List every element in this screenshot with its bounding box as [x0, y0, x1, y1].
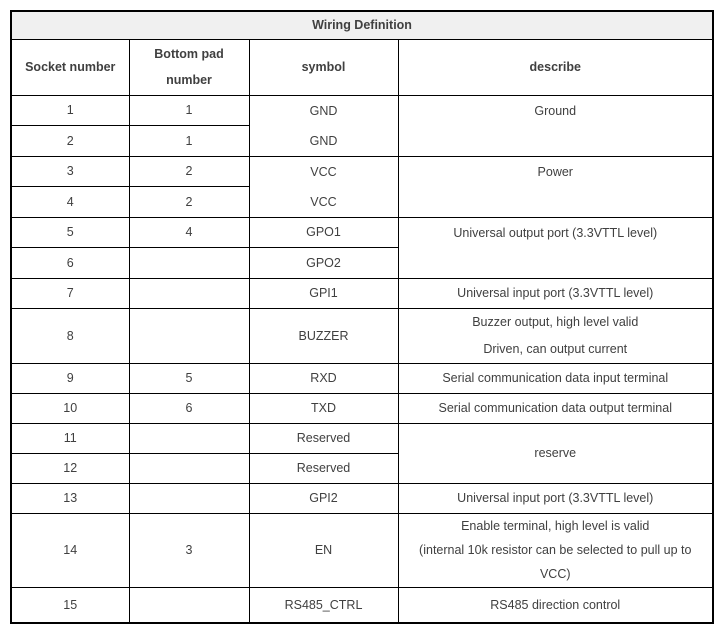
socket-cell: 10 [10, 392, 130, 424]
table-row: 7 GPI1 Universal input port (3.3VTTL lev… [10, 277, 714, 309]
title-row: Wiring Definition [10, 10, 714, 40]
table-row: 8 BUZZER Buzzer output, high level valid… [10, 307, 714, 364]
symbol-line: GND [309, 103, 338, 118]
describe-line: Enable terminal, high level is valid [461, 519, 650, 533]
socket-cell: 7 [10, 277, 130, 309]
socket-cell: 4 [10, 186, 130, 218]
socket-cell: 11 [10, 422, 130, 454]
socket-cell: 6 [10, 247, 130, 279]
pad-cell [128, 277, 250, 309]
socket-cell: 5 [10, 216, 130, 248]
wiring-definition-table: Wiring Definition Socket number Bottom p… [10, 10, 714, 624]
symbol-cell: Reserved [248, 452, 399, 484]
socket-cell: 8 [10, 307, 130, 364]
table-title: Wiring Definition [10, 10, 714, 40]
symbol-cell: RXD [248, 362, 399, 394]
describe-cell: Universal input port (3.3VTTL level) [397, 482, 714, 514]
pad-cell: 5 [128, 362, 250, 394]
socket-cell: 3 [10, 155, 130, 187]
describe-line [399, 248, 712, 278]
table-row: 3 2 VCC VCC Power [10, 155, 714, 218]
symbol-cell: GPI2 [248, 482, 399, 514]
header-describe: describe [397, 38, 714, 96]
symbol-cell: TXD [248, 392, 399, 424]
describe-cell: Serial communication data output termina… [397, 392, 714, 424]
symbol-line: GND [309, 133, 338, 148]
header-socket-number: Socket number [10, 38, 130, 96]
table-row: 15 RS485_CTRL RS485 direction control [10, 586, 714, 624]
socket-cell: 9 [10, 362, 130, 394]
pad-cell [128, 247, 250, 279]
describe-line: Buzzer output, high level valid [472, 314, 639, 329]
describe-cell-merged: Universal output port (3.3VTTL level) [397, 216, 714, 279]
describe-cell-merged: Ground [397, 94, 714, 157]
pad-cell: 3 [128, 512, 250, 588]
symbol-cell: GPO2 [248, 247, 399, 279]
socket-cell: 13 [10, 482, 130, 514]
describe-cell: Serial communication data input terminal [397, 362, 714, 394]
table-row: 6 GPO2 [10, 247, 713, 279]
table-row: 13 GPI2 Universal input port (3.3VTTL le… [10, 482, 714, 514]
socket-cell: 1 [10, 94, 130, 126]
socket-cell: 14 [10, 512, 130, 588]
table-row: 14 3 EN Enable terminal, high level is v… [10, 512, 714, 588]
symbol-cell: GPI1 [248, 277, 399, 309]
pad-cell: 1 [128, 125, 250, 157]
pad-cell [128, 307, 250, 364]
table-row: 1 1 GND GND Ground [10, 94, 714, 157]
describe-line: Power [537, 164, 573, 179]
pad-cell [128, 422, 250, 454]
describe-cell-merged: Power [397, 155, 714, 218]
symbol-line: VCC [310, 164, 337, 179]
pad-cell [128, 586, 250, 624]
socket-cell: 15 [10, 586, 130, 624]
table-row: 5 4 GPO1 Universal output port (3.3VTTL … [10, 216, 714, 279]
header-bottom-pad-line1: Bottom pad [154, 47, 224, 61]
symbol-cell: BUZZER [248, 307, 399, 364]
socket-cell: 12 [10, 452, 130, 484]
symbol-cell: EN [248, 512, 399, 588]
symbol-cell: GPO1 [248, 216, 399, 248]
pad-cell: 6 [128, 392, 250, 424]
header-symbol: symbol [248, 38, 399, 96]
pad-cell: 4 [128, 216, 250, 248]
socket-cell: 2 [10, 125, 130, 157]
header-bottom-pad-line2: number [166, 73, 212, 87]
symbol-cell-merged: GND GND [248, 94, 399, 157]
pad-cell: 2 [128, 186, 250, 218]
symbol-cell: RS485_CTRL [248, 586, 399, 624]
header-bottom-pad-number: Bottom pad number [128, 38, 250, 96]
describe-line: Ground [534, 103, 577, 118]
describe-cell: Universal input port (3.3VTTL level) [397, 277, 714, 309]
table-row: 11 Reserved reserve [10, 422, 714, 484]
pad-cell: 1 [128, 94, 250, 126]
table-row: 10 6 TXD Serial communication data outpu… [10, 392, 714, 424]
symbol-cell-merged: VCC VCC [248, 155, 399, 218]
describe-cell: Enable terminal, high level is valid (in… [397, 512, 714, 588]
describe-line: Driven, can output current [483, 341, 628, 356]
describe-line: Universal output port (3.3VTTL level) [453, 225, 658, 240]
symbol-line: VCC [310, 194, 337, 209]
describe-cell: RS485 direction control [397, 586, 714, 624]
header-row: Socket number Bottom pad number symbol d… [10, 38, 714, 96]
describe-line [399, 126, 712, 156]
symbol-cell: Reserved [248, 422, 399, 454]
pad-cell: 2 [128, 155, 250, 187]
describe-cell-merged: reserve [397, 422, 714, 484]
describe-line: VCC) [539, 567, 571, 581]
describe-line: (internal 10k resistor can be selected t… [419, 543, 692, 557]
describe-line [399, 187, 712, 217]
describe-cell: Buzzer output, high level valid Driven, … [397, 307, 714, 364]
pad-cell [128, 452, 250, 484]
pad-cell [128, 482, 250, 514]
table-row: 9 5 RXD Serial communication data input … [10, 362, 714, 394]
